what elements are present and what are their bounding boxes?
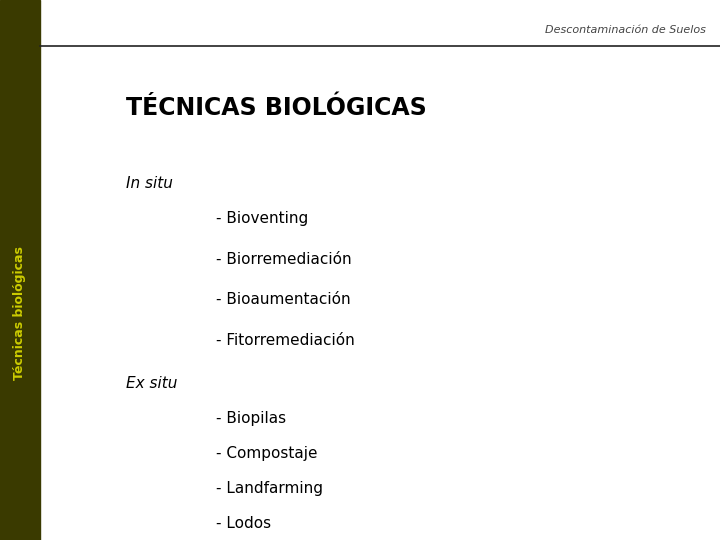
- Text: - Bioventing: - Bioventing: [216, 211, 308, 226]
- Text: Técnicas biológicas: Técnicas biológicas: [13, 246, 27, 380]
- Text: Descontaminación de Suelos: Descontaminación de Suelos: [545, 25, 706, 35]
- Text: - Bioaumentación: - Bioaumentación: [216, 292, 351, 307]
- Text: TÉCNICAS BIOLÓGICAS: TÉCNICAS BIOLÓGICAS: [126, 96, 427, 120]
- Text: - Biopilas: - Biopilas: [216, 411, 286, 426]
- Text: In situ: In situ: [126, 176, 173, 191]
- Text: - Compostaje: - Compostaje: [216, 446, 318, 461]
- Text: - Lodos: - Lodos: [216, 516, 271, 531]
- Text: - Fitorremediación: - Fitorremediación: [216, 333, 355, 348]
- Text: - Biorremediación: - Biorremediación: [216, 252, 351, 267]
- Bar: [0, 0, 40, 540]
- Text: Ex situ: Ex situ: [126, 376, 177, 391]
- Text: - Landfarming: - Landfarming: [216, 481, 323, 496]
